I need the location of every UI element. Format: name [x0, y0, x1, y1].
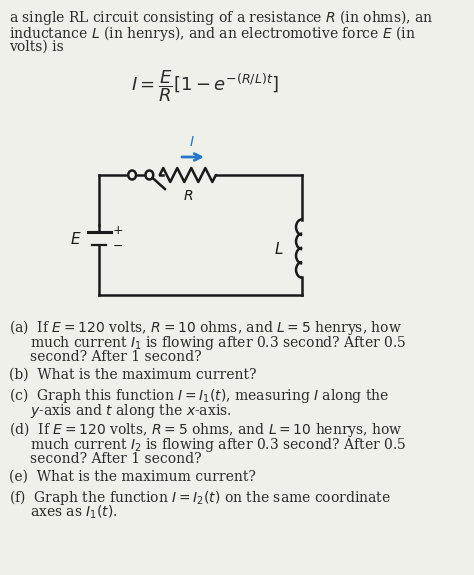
Text: second? After 1 second?: second? After 1 second? [30, 452, 202, 466]
Text: (c)  Graph this function $I = I_1(t)$, measuring $I$ along the: (c) Graph this function $I = I_1(t)$, me… [9, 386, 389, 405]
Text: a single RL circuit consisting of a resistance $R$ (in ohms), an: a single RL circuit consisting of a resi… [9, 8, 433, 27]
Text: (a)  If $E = 120$ volts, $R = 10$ ohms, and $L = 5$ henrys, how: (a) If $E = 120$ volts, $R = 10$ ohms, a… [9, 318, 401, 337]
Text: $I = \dfrac{E}{R}[1 - e^{-(R/L)t}]$: $I = \dfrac{E}{R}[1 - e^{-(R/L)t}]$ [131, 68, 279, 104]
Text: second? After 1 second?: second? After 1 second? [30, 350, 202, 364]
Text: much current $I_1$ is flowing after 0.3 second? After 0.5: much current $I_1$ is flowing after 0.3 … [30, 334, 407, 352]
Text: $y$-axis and $t$ along the $x$-axis.: $y$-axis and $t$ along the $x$-axis. [30, 402, 232, 420]
Text: $L$: $L$ [273, 240, 283, 256]
Circle shape [128, 171, 136, 179]
Text: (b)  What is the maximum current?: (b) What is the maximum current? [9, 368, 256, 382]
Text: +: + [113, 224, 124, 237]
Text: (e)  What is the maximum current?: (e) What is the maximum current? [9, 470, 255, 484]
Text: much current $I_2$ is flowing after 0.3 second? After 0.5: much current $I_2$ is flowing after 0.3 … [30, 436, 407, 454]
Text: (f)  Graph the function $I = I_2(t)$ on the same coordinate: (f) Graph the function $I = I_2(t)$ on t… [9, 488, 391, 507]
Text: (d)  If $E = 120$ volts, $R = 5$ ohms, and $L = 10$ henrys, how: (d) If $E = 120$ volts, $R = 5$ ohms, an… [9, 420, 402, 439]
Text: $E$: $E$ [71, 231, 82, 247]
Text: −: − [113, 240, 124, 252]
Text: volts) is: volts) is [9, 40, 64, 54]
Text: inductance $L$ (in henrys), and an electromotive force $E$ (in: inductance $L$ (in henrys), and an elect… [9, 24, 416, 43]
Text: $R$: $R$ [182, 189, 193, 203]
Circle shape [146, 171, 153, 179]
Text: axes as $I_1(t)$.: axes as $I_1(t)$. [30, 504, 118, 522]
Text: $I$: $I$ [189, 135, 195, 149]
